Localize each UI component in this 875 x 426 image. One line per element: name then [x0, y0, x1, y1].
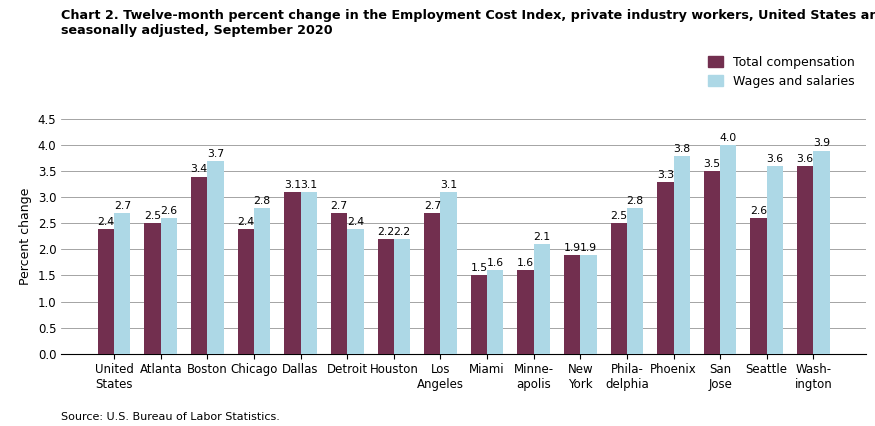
Bar [471, 276, 487, 354]
Bar [797, 166, 814, 354]
Bar [720, 145, 737, 354]
Text: 2.4: 2.4 [97, 216, 115, 227]
Bar [517, 270, 534, 354]
Text: 2.7: 2.7 [331, 201, 347, 211]
Text: 2.8: 2.8 [254, 196, 270, 206]
Text: 2.8: 2.8 [626, 196, 644, 206]
Text: 3.6: 3.6 [796, 154, 814, 164]
Bar [657, 182, 674, 354]
Text: 4.0: 4.0 [719, 133, 737, 143]
Text: 1.6: 1.6 [487, 258, 504, 268]
Text: Chart 2. Twelve-month percent change in the Employment Cost Index, private indus: Chart 2. Twelve-month percent change in … [61, 9, 875, 37]
Bar [424, 213, 440, 354]
Text: 2.2: 2.2 [377, 227, 395, 237]
Bar [377, 239, 394, 354]
Text: 3.5: 3.5 [704, 159, 720, 169]
Text: 3.1: 3.1 [300, 180, 318, 190]
Text: 2.2: 2.2 [394, 227, 410, 237]
Text: 2.7: 2.7 [114, 201, 131, 211]
Text: 2.1: 2.1 [533, 232, 550, 242]
Bar [331, 213, 347, 354]
Text: 3.3: 3.3 [657, 170, 674, 180]
Text: 3.1: 3.1 [440, 180, 457, 190]
Bar [626, 208, 643, 354]
Bar [814, 150, 829, 354]
Text: 1.9: 1.9 [580, 242, 597, 253]
Bar [144, 223, 161, 354]
Bar [254, 208, 270, 354]
Bar [487, 270, 503, 354]
Text: 2.4: 2.4 [346, 216, 364, 227]
Text: 2.6: 2.6 [160, 206, 178, 216]
Text: 1.6: 1.6 [517, 258, 534, 268]
Bar [301, 192, 317, 354]
Text: 1.9: 1.9 [564, 242, 581, 253]
Y-axis label: Percent change: Percent change [19, 188, 32, 285]
Bar [751, 218, 766, 354]
Text: 3.1: 3.1 [284, 180, 301, 190]
Bar [564, 255, 580, 354]
Bar [440, 192, 457, 354]
Text: 2.7: 2.7 [424, 201, 441, 211]
Bar [580, 255, 597, 354]
Text: 3.8: 3.8 [673, 144, 690, 154]
Bar [674, 156, 690, 354]
Bar [98, 229, 114, 354]
Text: 3.7: 3.7 [207, 149, 224, 159]
Bar [238, 229, 254, 354]
Bar [191, 176, 207, 354]
Bar [347, 229, 363, 354]
Text: 2.4: 2.4 [237, 216, 255, 227]
Bar [611, 223, 626, 354]
Bar [114, 213, 130, 354]
Text: 1.5: 1.5 [471, 263, 487, 273]
Bar [394, 239, 410, 354]
Text: 3.4: 3.4 [191, 164, 207, 175]
Text: 2.5: 2.5 [610, 211, 627, 222]
Text: 3.9: 3.9 [813, 138, 830, 148]
Text: 2.5: 2.5 [144, 211, 161, 222]
Legend: Total compensation, Wages and salaries: Total compensation, Wages and salaries [704, 51, 860, 93]
Text: 2.6: 2.6 [750, 206, 767, 216]
Bar [534, 244, 550, 354]
Bar [766, 166, 783, 354]
Bar [284, 192, 301, 354]
Bar [207, 161, 224, 354]
Text: 3.6: 3.6 [766, 154, 783, 164]
Text: Source: U.S. Bureau of Labor Statistics.: Source: U.S. Bureau of Labor Statistics. [61, 412, 280, 422]
Bar [704, 171, 720, 354]
Bar [161, 218, 177, 354]
